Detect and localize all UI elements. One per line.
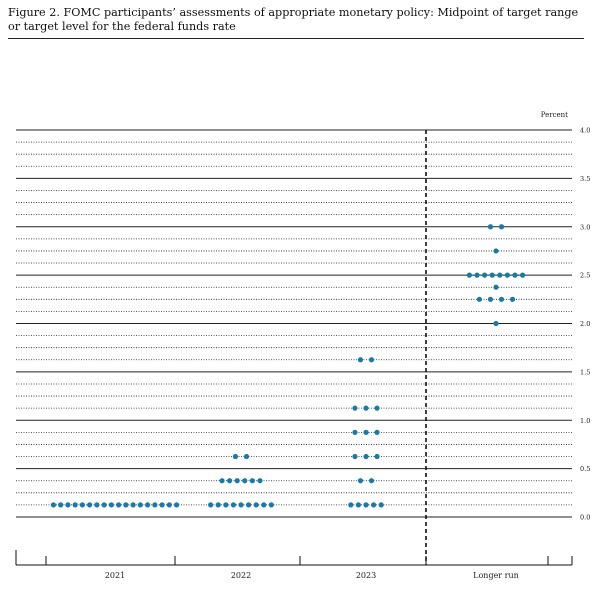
- data-point: [50, 502, 57, 508]
- data-point: [268, 502, 274, 508]
- data-point: [261, 502, 267, 508]
- y-tick-label: 2.5: [580, 272, 590, 280]
- data-point: [227, 478, 233, 484]
- data-point: [257, 478, 263, 484]
- data-point: [116, 502, 122, 508]
- y-tick-label: 1.5: [580, 368, 590, 376]
- data-point: [476, 296, 483, 302]
- y-tick-label: 3.0: [580, 223, 590, 231]
- data-point: [238, 502, 244, 508]
- data-point: [378, 502, 384, 508]
- data-point: [223, 502, 229, 508]
- x-tick-label: Longer run: [473, 571, 519, 580]
- data-point: [145, 502, 151, 508]
- y-tick-label: 1.0: [580, 417, 590, 425]
- data-point: [72, 502, 78, 508]
- data-point: [487, 296, 494, 302]
- data-point: [487, 224, 494, 230]
- data-point: [234, 478, 240, 484]
- data-point: [482, 272, 488, 278]
- figure-title: FOMC participants’ assessments of approp…: [8, 6, 579, 33]
- data-point: [370, 502, 377, 508]
- data-point: [466, 272, 473, 278]
- data-points: [50, 224, 526, 508]
- data-point: [65, 502, 71, 508]
- data-point: [474, 272, 480, 278]
- data-point: [137, 502, 143, 508]
- data-point: [94, 502, 100, 508]
- data-point: [230, 502, 237, 508]
- data-point: [368, 478, 375, 484]
- data-point: [374, 405, 380, 411]
- data-point: [215, 502, 221, 508]
- data-point: [108, 502, 114, 508]
- y-tick-label: 3.5: [580, 175, 590, 183]
- data-point: [58, 502, 64, 508]
- data-point: [363, 405, 369, 411]
- y-axis-label: Percent: [541, 111, 568, 119]
- data-point: [374, 453, 380, 460]
- data-point: [493, 320, 499, 327]
- x-tick-label: 2022: [231, 571, 251, 580]
- data-point: [253, 502, 259, 508]
- y-tick-label: 2.0: [580, 320, 590, 328]
- data-point: [357, 478, 364, 484]
- data-point: [242, 478, 248, 484]
- data-point: [363, 453, 369, 460]
- data-point: [519, 272, 526, 278]
- y-tick-label: 0.0: [580, 514, 590, 522]
- data-point: [159, 502, 165, 508]
- data-point: [352, 429, 358, 435]
- data-point: [245, 502, 252, 508]
- y-tick-label: 4.0: [580, 127, 590, 135]
- figure-caption: Figure 2. FOMC participants’ assessments…: [8, 6, 588, 34]
- data-point: [489, 272, 495, 278]
- data-point: [352, 405, 358, 411]
- data-point: [493, 248, 499, 254]
- data-point: [368, 357, 375, 363]
- data-point: [509, 296, 516, 302]
- data-point: [498, 296, 505, 302]
- gridlines: [16, 129, 572, 518]
- x-tick-label: 2023: [356, 571, 376, 580]
- data-point: [352, 453, 358, 460]
- data-point: [219, 478, 225, 484]
- data-point: [497, 272, 503, 278]
- data-point: [363, 429, 369, 435]
- data-point: [130, 502, 136, 508]
- data-point: [493, 284, 499, 290]
- x-tick-label: 2021: [105, 571, 125, 580]
- data-point: [249, 478, 255, 484]
- data-point: [348, 502, 354, 508]
- data-point: [152, 502, 158, 508]
- data-point: [357, 357, 364, 363]
- data-point: [504, 272, 510, 278]
- data-point: [232, 453, 239, 460]
- data-point: [166, 502, 172, 508]
- y-tick-label: 0.5: [580, 465, 590, 473]
- data-point: [101, 502, 107, 508]
- data-point: [363, 502, 369, 508]
- figure-label: Figure 2.: [8, 6, 60, 19]
- data-point: [123, 502, 129, 508]
- data-point: [512, 272, 518, 278]
- axes: 0.0 0.5 1.0 1.5 2.0 2.5 3.0 3.5 4.0 2021 2022 2023 L…: [15, 127, 590, 580]
- data-point: [208, 502, 214, 508]
- data-point: [79, 502, 85, 508]
- data-point: [498, 224, 505, 230]
- data-point: [374, 429, 380, 435]
- caption-rule: [8, 38, 584, 39]
- data-point: [173, 502, 180, 508]
- data-point: [243, 453, 250, 460]
- data-point: [355, 502, 362, 508]
- data-point: [87, 502, 93, 508]
